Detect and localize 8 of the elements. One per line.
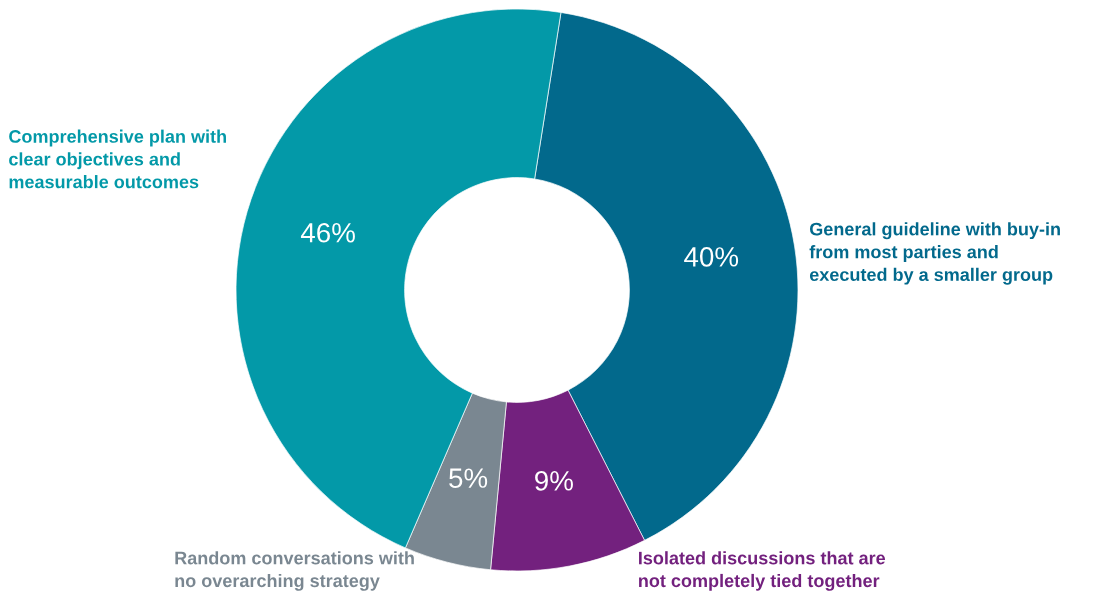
data-label: 46% xyxy=(300,222,355,243)
slice-label: Isolated discussions that are not completely tied together xyxy=(639,551,886,591)
slice-label: Comprehensive plan with clear objectives and measurable outcomes xyxy=(9,129,226,189)
data-label: 9% xyxy=(535,471,573,491)
slice-label: Random conversations with no overarching strategy xyxy=(175,551,414,591)
data-label: 5% xyxy=(449,468,488,488)
slice-label: General guideline with buy-in from most parties and executed by a smaller group xyxy=(809,222,1060,285)
data-label: 40% xyxy=(684,247,739,267)
